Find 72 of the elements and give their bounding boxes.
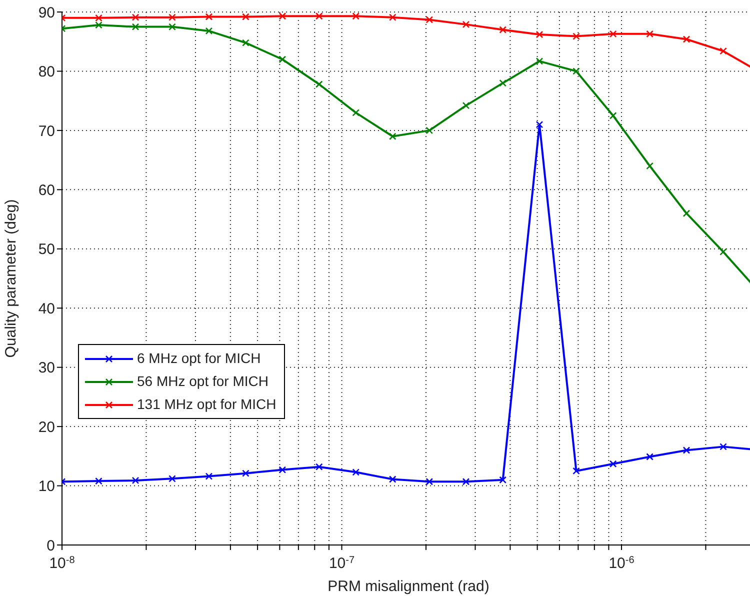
point (388, 476, 396, 483)
point (315, 12, 323, 20)
point (462, 478, 470, 486)
y-tick-label: 50 (38, 241, 55, 258)
point (682, 446, 690, 454)
point (388, 14, 396, 21)
x-axis-title: PRM misalignment (rad) (328, 578, 490, 595)
point (646, 162, 654, 170)
y-tick-label: 10 (38, 478, 55, 496)
point (609, 112, 617, 120)
point (352, 109, 360, 116)
point (168, 23, 176, 30)
point (572, 68, 580, 75)
x-tick-label: 10$^{-8}$ (49, 554, 76, 572)
point (95, 21, 102, 29)
point (536, 30, 544, 38)
point (315, 80, 323, 88)
point (132, 14, 140, 21)
point (205, 13, 213, 20)
point (572, 467, 580, 475)
point (609, 30, 617, 38)
y-tick-label: 80 (38, 64, 55, 81)
point (499, 476, 506, 484)
point (168, 14, 176, 21)
point (242, 470, 250, 477)
point (572, 32, 580, 40)
point (646, 30, 654, 38)
point (609, 460, 617, 468)
y-axis-title: Quality parameter (deg) (2, 199, 20, 358)
point (95, 477, 102, 485)
x-tick-label: 10$^{-6}$ (608, 554, 635, 572)
point (352, 12, 360, 20)
legend-label: 6 MHz opt for MICH (137, 349, 261, 368)
point (278, 12, 286, 20)
point (95, 14, 102, 22)
point (352, 468, 360, 476)
point (720, 443, 727, 450)
legend-label: 56 MHz opt for MICH (137, 372, 268, 391)
point (536, 120, 544, 128)
point (278, 56, 286, 64)
x-tick-label: 10$^{-7}$ (328, 554, 355, 572)
y-tick-label: 0 (46, 537, 55, 554)
point (132, 476, 140, 484)
point (499, 79, 506, 87)
point (205, 472, 213, 480)
y-tick-label: 60 (38, 182, 55, 199)
point (462, 102, 470, 110)
point (278, 466, 286, 474)
point (499, 26, 506, 34)
point (682, 36, 690, 43)
point (720, 47, 727, 55)
point (426, 478, 434, 486)
point (720, 248, 727, 256)
point (536, 58, 544, 65)
y-tick-label: 90 (38, 4, 55, 22)
legend-label: 131 MHz opt for MICH (137, 395, 276, 414)
point (388, 132, 396, 140)
y-tick-label: 70 (38, 122, 55, 140)
point (242, 39, 250, 46)
y-tick-label: 30 (38, 360, 55, 377)
point (242, 13, 250, 20)
point (205, 27, 213, 35)
point (462, 20, 470, 28)
point (426, 16, 434, 24)
y-tick-label: 20 (38, 418, 55, 436)
point (132, 23, 140, 30)
y-tick-label: 40 (38, 300, 55, 318)
point (682, 210, 690, 218)
point (426, 126, 434, 134)
point (646, 453, 654, 460)
point (315, 463, 323, 470)
point (168, 475, 176, 482)
